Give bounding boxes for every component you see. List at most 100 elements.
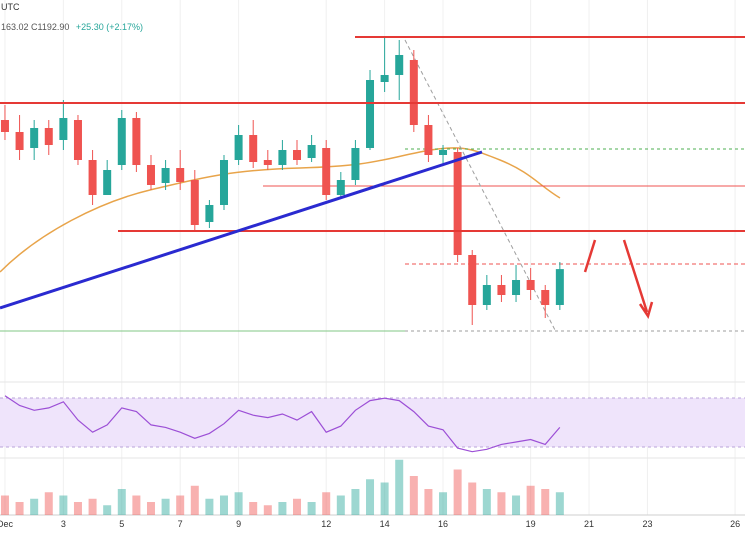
candle-body bbox=[103, 170, 112, 195]
candle-body bbox=[351, 148, 360, 180]
volume-bar bbox=[263, 505, 272, 515]
candle-body bbox=[497, 285, 506, 295]
volume-bar bbox=[351, 489, 360, 515]
ohlc-legend: 163.02 C1192.90 +25.30 (+2.17%) bbox=[1, 22, 143, 32]
x-tick-label: 21 bbox=[584, 519, 594, 529]
volume-bar bbox=[146, 502, 155, 515]
x-tick-label: 14 bbox=[380, 519, 390, 529]
volume-bar bbox=[59, 495, 68, 515]
volume-bar bbox=[249, 502, 258, 515]
x-tick-label: 7 bbox=[178, 519, 183, 529]
candle-body bbox=[73, 120, 82, 160]
x-tick-label: 19 bbox=[526, 519, 536, 529]
x-tick-label: 26 bbox=[730, 519, 740, 529]
volume-bar bbox=[439, 492, 448, 515]
volume-bar bbox=[336, 495, 345, 515]
candle-body bbox=[555, 269, 564, 305]
volume-bar bbox=[30, 498, 39, 515]
candle-body bbox=[307, 145, 316, 158]
ohlc-text: 163.02 C1192.90 bbox=[1, 22, 69, 32]
volume-bar bbox=[366, 479, 375, 515]
volume-bar bbox=[0, 495, 9, 515]
volume-bar bbox=[278, 502, 287, 515]
candle-body bbox=[409, 60, 418, 125]
candle-body bbox=[190, 180, 199, 225]
candle-body bbox=[439, 150, 448, 155]
volume-bar bbox=[380, 482, 389, 515]
rsi-line bbox=[4, 395, 561, 453]
volume-bar bbox=[512, 495, 521, 515]
trend-line bbox=[0, 150, 483, 310]
candle-body bbox=[117, 118, 126, 165]
candle-body bbox=[541, 290, 550, 305]
volume-bar bbox=[307, 502, 316, 515]
candle-body bbox=[512, 280, 521, 295]
candle-body bbox=[234, 135, 243, 160]
candle-body bbox=[468, 255, 477, 305]
candle-body bbox=[336, 180, 345, 195]
candle-body bbox=[424, 125, 433, 155]
candle-body bbox=[30, 128, 39, 148]
change-text: +25.30 (+2.17%) bbox=[76, 22, 143, 32]
volume-bar bbox=[453, 469, 462, 515]
volume-bar bbox=[555, 492, 564, 515]
candle-body bbox=[59, 118, 68, 140]
candle-body bbox=[366, 80, 375, 148]
x-tick-label: 23 bbox=[642, 519, 652, 529]
candle-body bbox=[395, 55, 404, 75]
candle-body bbox=[132, 118, 141, 165]
candle-body bbox=[293, 150, 302, 160]
candles bbox=[0, 37, 564, 515]
volume-bar bbox=[541, 489, 550, 515]
volume-bar bbox=[73, 502, 82, 515]
candle-body bbox=[482, 285, 491, 305]
volume-bar bbox=[468, 482, 477, 515]
candle-body bbox=[176, 168, 185, 182]
forecast-arrow bbox=[583, 239, 597, 273]
x-tick-label: 16 bbox=[438, 519, 448, 529]
volume-bar bbox=[190, 485, 199, 515]
volume-bar bbox=[176, 495, 185, 515]
volume-bar bbox=[88, 498, 97, 515]
x-tick-label: 9 bbox=[236, 519, 241, 529]
volume-bar bbox=[44, 492, 53, 515]
x-tick-label: 12 bbox=[321, 519, 331, 529]
volume-bar bbox=[161, 498, 170, 515]
candle-body bbox=[453, 152, 462, 255]
volume-bar bbox=[205, 498, 214, 515]
volume-bar bbox=[526, 485, 535, 515]
candle-body bbox=[526, 280, 535, 290]
volume-bar bbox=[219, 495, 228, 515]
volume-bar bbox=[293, 498, 302, 515]
volume-bar bbox=[424, 489, 433, 515]
candle-body bbox=[263, 160, 272, 165]
candle-body bbox=[88, 160, 97, 195]
candle-body bbox=[322, 148, 331, 195]
volume-bar bbox=[15, 502, 24, 515]
candle-body bbox=[15, 132, 24, 150]
volume-bar bbox=[132, 495, 141, 515]
moving-average bbox=[0, 147, 561, 273]
candle-body bbox=[278, 150, 287, 165]
forecast-arrow bbox=[622, 239, 654, 319]
candle-body bbox=[44, 128, 53, 145]
volume-bar bbox=[234, 492, 243, 515]
volume-bar bbox=[497, 492, 506, 515]
trend-line bbox=[404, 39, 556, 331]
volume-bar bbox=[409, 476, 418, 515]
volume-bar bbox=[322, 492, 331, 515]
candle-body bbox=[146, 165, 155, 185]
volume-bar bbox=[482, 489, 491, 515]
candle-body bbox=[161, 168, 170, 183]
rsi-band bbox=[0, 398, 745, 447]
volume-bar bbox=[103, 505, 112, 515]
candle-body bbox=[205, 205, 214, 222]
x-tick-label: Dec bbox=[0, 519, 13, 529]
volume-bar bbox=[117, 489, 126, 515]
candle-body bbox=[249, 135, 258, 162]
x-tick-label: 3 bbox=[61, 519, 66, 529]
timezone: UTC bbox=[1, 2, 20, 12]
candle-body bbox=[0, 120, 9, 132]
